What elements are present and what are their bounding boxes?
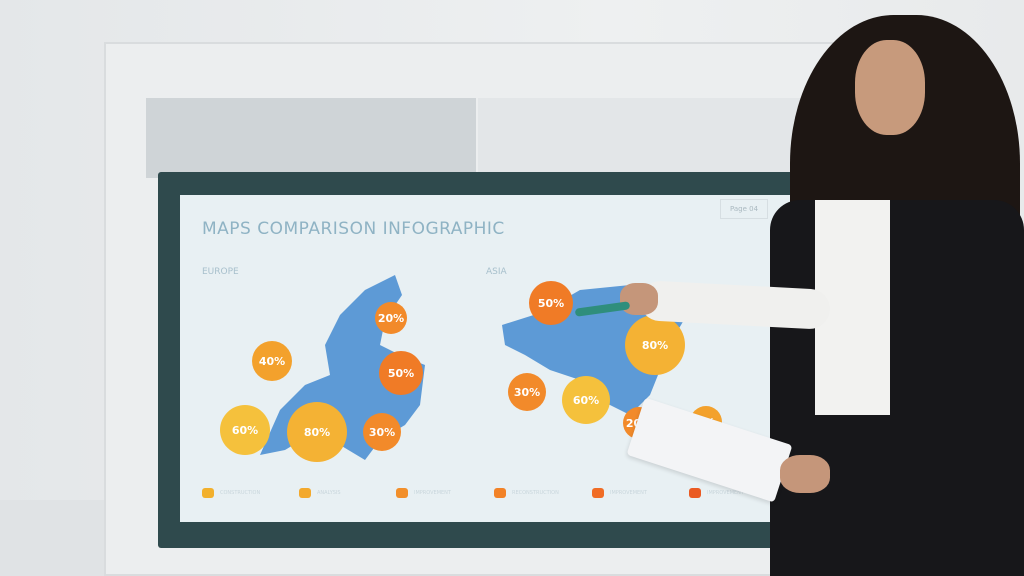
region-label-europe: EUROPE xyxy=(202,267,239,277)
bubble: 40% xyxy=(252,341,292,381)
region-label-asia: ASIA xyxy=(486,267,507,277)
legend-item: CONSTRUCTION xyxy=(202,488,260,498)
presenter-face xyxy=(855,40,925,135)
bubble: 80% xyxy=(625,315,685,375)
presenter-hand xyxy=(780,455,830,493)
bubble: 50% xyxy=(379,351,423,395)
bubble: 60% xyxy=(562,376,610,424)
bubble: 20% xyxy=(375,302,407,334)
legend-item: IMPROVEMENT xyxy=(396,488,451,498)
page-label: Page 04 xyxy=(720,199,768,219)
cabinet-panel xyxy=(478,98,823,178)
cabinet-panel xyxy=(146,98,476,178)
legend-item: ANALYSIS xyxy=(299,488,341,498)
bubble: 30% xyxy=(508,373,546,411)
bubble: 60% xyxy=(220,405,270,455)
presenter-hand-with-marker xyxy=(620,283,658,315)
presenter-jacket xyxy=(770,200,1024,576)
legend-item: IMPROVEMENT xyxy=(689,488,744,498)
bubble: 50% xyxy=(529,281,573,325)
legend-item: RECONSTRUCTION xyxy=(494,488,559,498)
slide-title: MAPS COMPARISON INFOGRAPHIC xyxy=(202,219,505,239)
bubble: 30% xyxy=(363,413,401,451)
shelf xyxy=(0,500,104,576)
legend-item: IMPROVEMENT xyxy=(592,488,647,498)
bubble: 80% xyxy=(287,402,347,462)
